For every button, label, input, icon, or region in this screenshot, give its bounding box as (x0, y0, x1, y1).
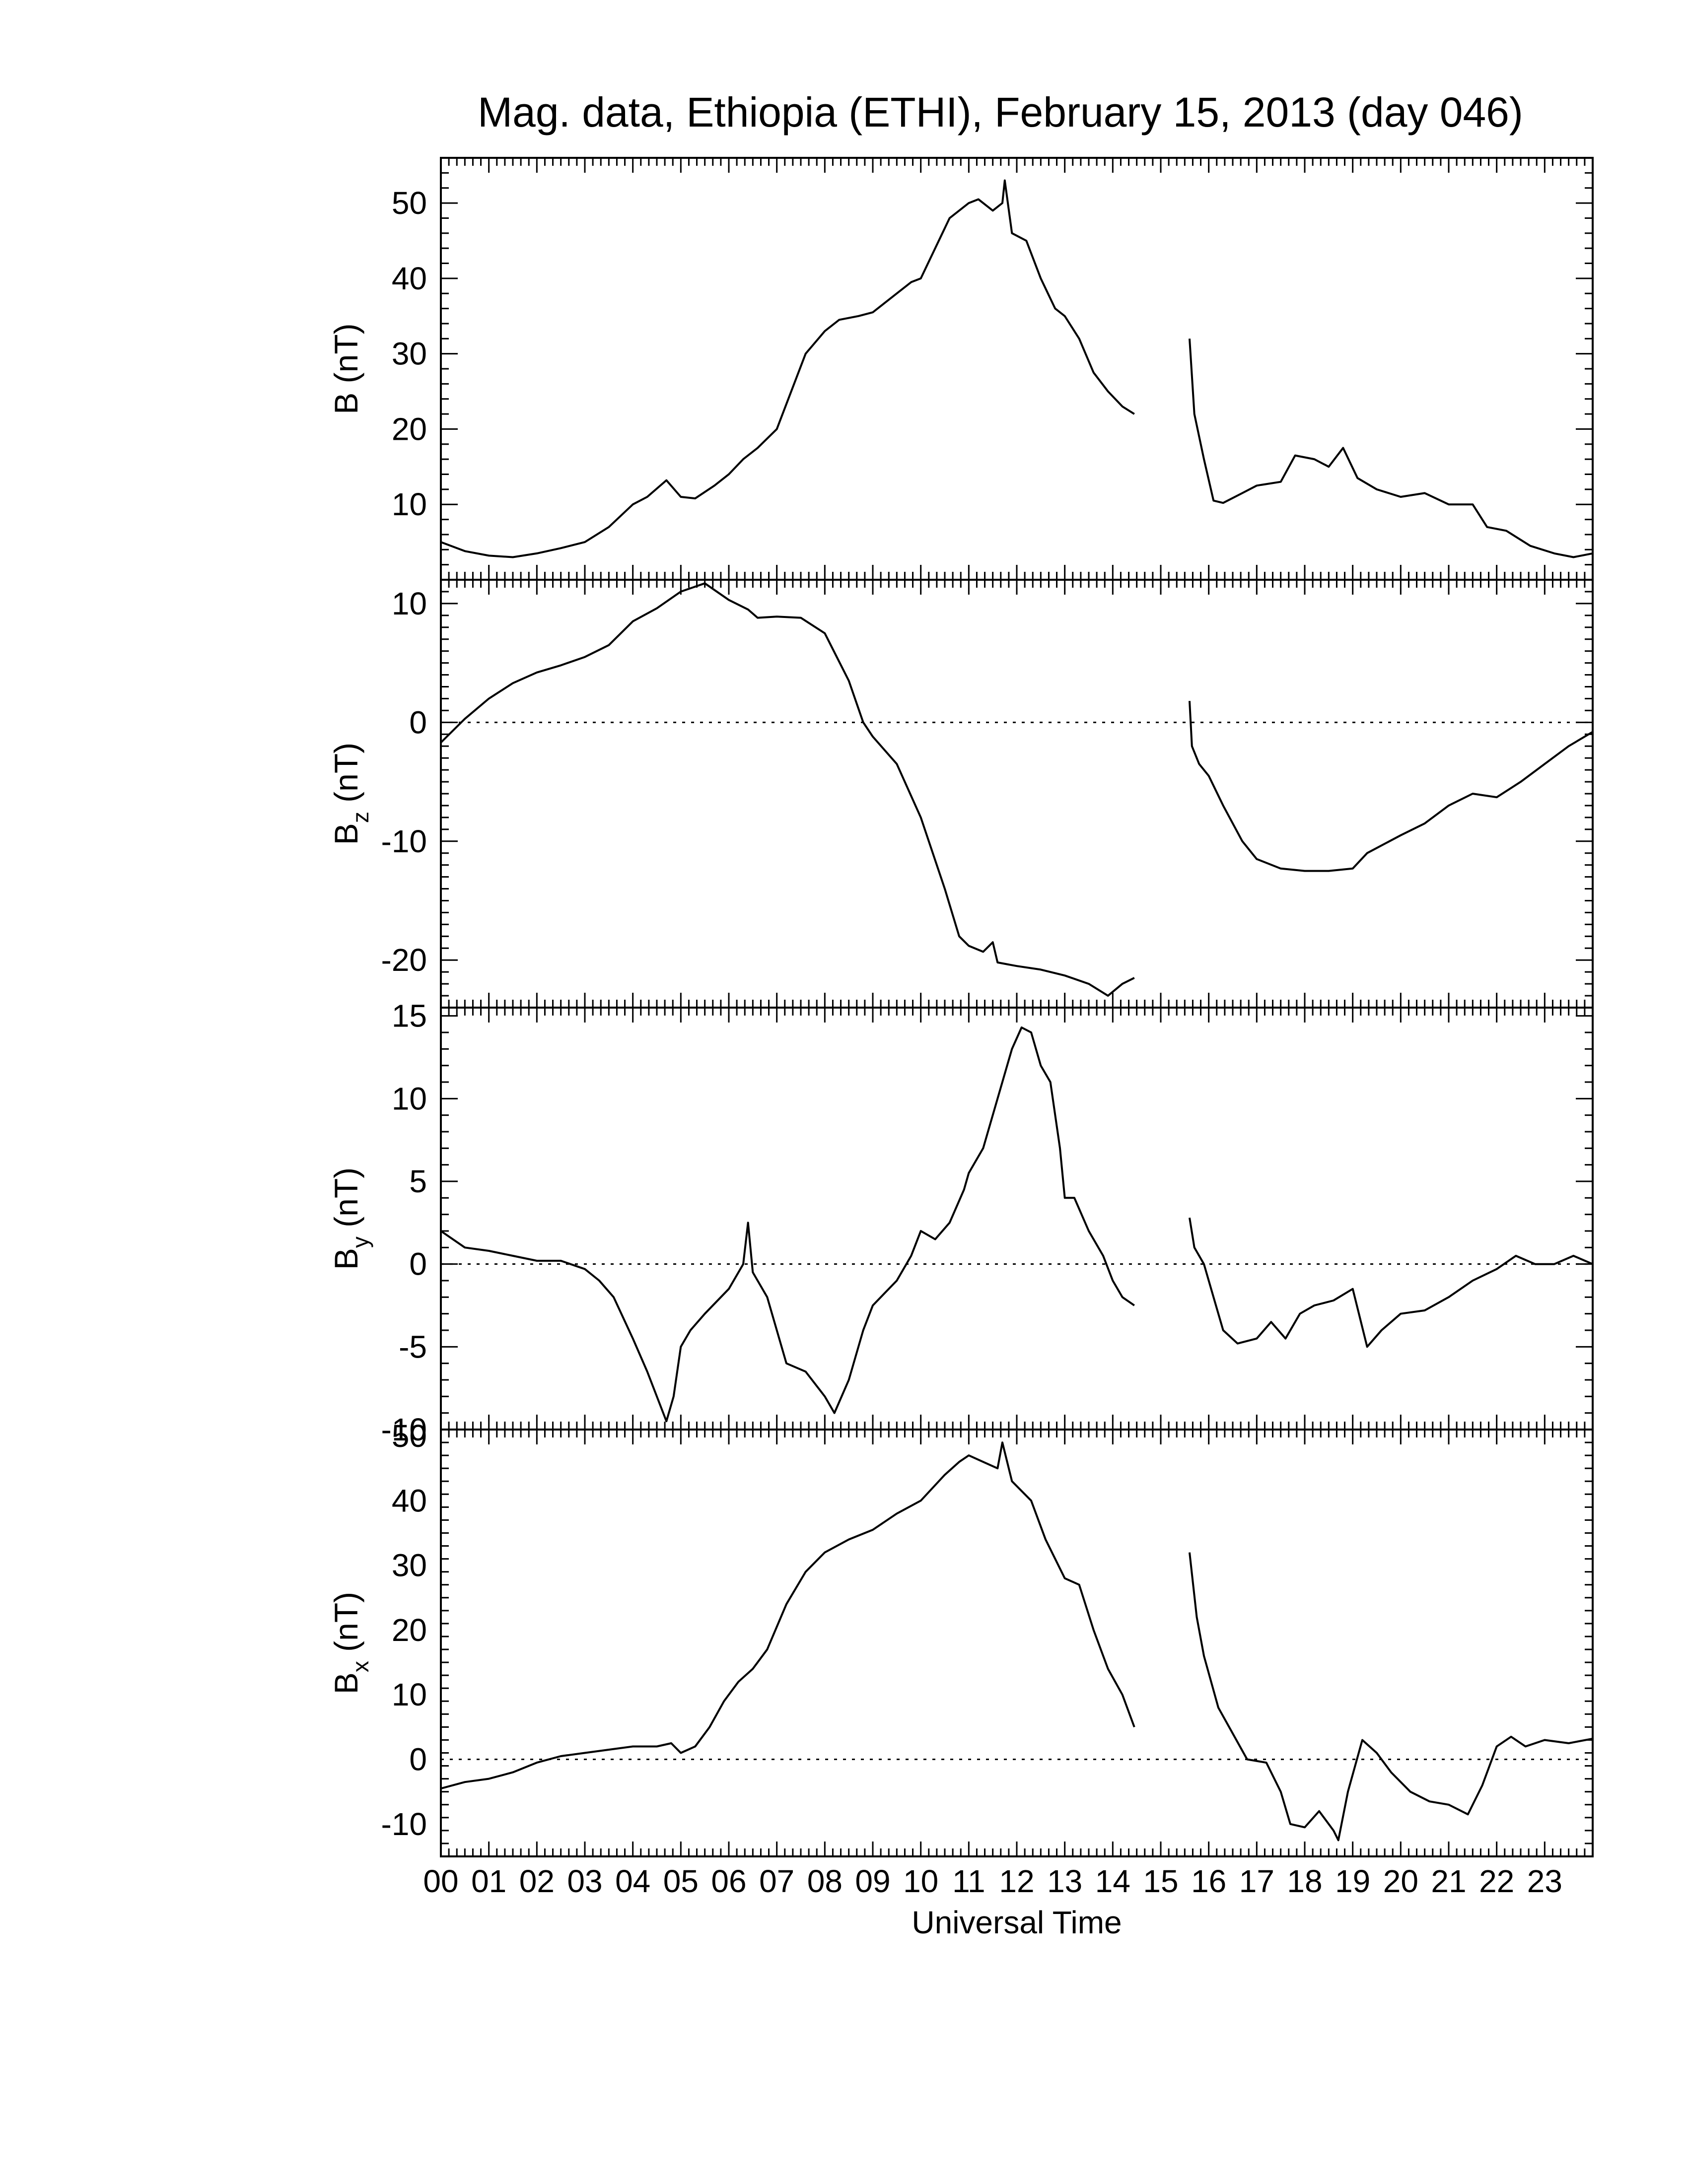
x-tick-label: 20 (1383, 1863, 1418, 1899)
y-axis-label: B (nT) (328, 323, 364, 414)
x-tick-label: 12 (999, 1863, 1034, 1899)
x-tick-label: 03 (567, 1863, 602, 1899)
x-tick-label: 22 (1479, 1863, 1514, 1899)
x-tick-label: 21 (1431, 1863, 1466, 1899)
series-line (440, 1441, 1135, 1790)
panel-frame (440, 1429, 1594, 1857)
x-tick-label: 10 (903, 1863, 938, 1899)
y-tick-label: 50 (392, 1418, 427, 1454)
y-tick-label: -5 (399, 1329, 427, 1365)
panel-3: -10 -5 0 5 10 15 By (nT) (328, 998, 1594, 1447)
panel-frame (440, 579, 1594, 1009)
series-line (1189, 1552, 1593, 1842)
y-tick-label: 15 (392, 998, 427, 1034)
x-tick-label: 19 (1335, 1863, 1370, 1899)
y-tick-label: 20 (392, 411, 427, 447)
y-tick-label: -10 (381, 823, 427, 859)
x-tick-label: 05 (663, 1863, 699, 1899)
y-tick-label: 5 (409, 1163, 427, 1199)
y-tick-label: 10 (392, 586, 427, 621)
y-tick-label: -10 (381, 1806, 427, 1842)
x-tick-label: 14 (1095, 1863, 1130, 1899)
y-tick-label: 0 (409, 1742, 427, 1777)
x-tick-label: 02 (519, 1863, 555, 1899)
x-tick-label: 09 (855, 1863, 890, 1899)
y-axis-label: Bx (nT) (328, 1592, 373, 1694)
y-tick-label: 20 (392, 1612, 427, 1648)
y-tick-label: 50 (392, 185, 427, 221)
y-axis-label: Bz (nT) (328, 743, 373, 845)
y-tick-label: 10 (392, 486, 427, 522)
x-tick-label: 15 (1143, 1863, 1178, 1899)
x-tick-label: 13 (1047, 1863, 1082, 1899)
x-tick-label: 17 (1239, 1863, 1274, 1899)
x-axis-label: Universal Time (912, 1905, 1122, 1940)
chart-title: Mag. data, Ethiopia (ETHI), February 15,… (478, 89, 1523, 136)
y-tick-label: 0 (409, 1246, 427, 1282)
y-tick-label: 40 (392, 261, 427, 296)
x-tick-label: 00 (423, 1863, 458, 1899)
y-tick-label: -10 (381, 1412, 427, 1447)
x-tick-label: 04 (615, 1863, 650, 1899)
panel-frame (440, 157, 1594, 581)
y-tick-label: 30 (392, 336, 427, 372)
y-tick-label: 10 (392, 1677, 427, 1712)
x-tick-label: 11 (952, 1863, 985, 1899)
series-line (1189, 701, 1594, 872)
x-tick-label: 07 (759, 1863, 794, 1899)
y-tick-label: 30 (392, 1548, 427, 1583)
y-tick-label: -20 (381, 942, 427, 978)
panel-frame (440, 1007, 1594, 1431)
y-tick-label: 40 (392, 1483, 427, 1518)
x-tick-label: 08 (807, 1863, 843, 1899)
x-tick-label: 23 (1527, 1863, 1562, 1899)
series-line (1189, 339, 1593, 558)
series-line (440, 582, 1135, 997)
series-line (440, 179, 1135, 558)
x-tick-labels: 00 01 02 03 04 05 06 07 08 09 10 11 12 13 14 15 16 17 18 19… (423, 1863, 1562, 1899)
x-tick-label: 01 (471, 1863, 506, 1899)
panel-2: -20 -10 0 10 Bz (nT) (328, 579, 1594, 1009)
series-line (1189, 1217, 1593, 1348)
x-tick-label: 06 (711, 1863, 746, 1899)
panel-4: -10 0 10 20 30 40 50 Bx (nT) (328, 1418, 1594, 1857)
series-line (440, 1026, 1135, 1423)
y-tick-label: 0 (409, 704, 427, 740)
x-tick-label: 18 (1287, 1863, 1322, 1899)
panel-1: 10 20 30 40 50 B (nT) (328, 157, 1594, 581)
x-tick-label: 16 (1191, 1863, 1226, 1899)
y-tick-label: 10 (392, 1081, 427, 1116)
y-axis-label: By (nT) (328, 1167, 373, 1270)
